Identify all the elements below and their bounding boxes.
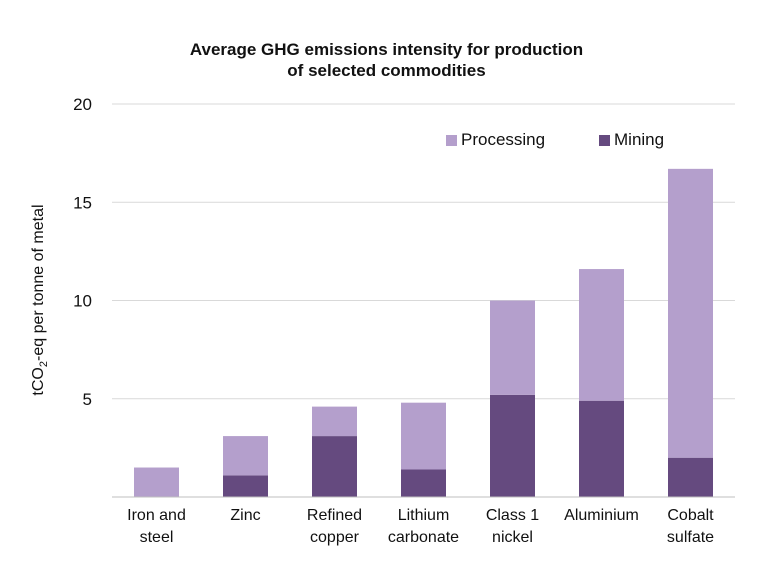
bar-processing <box>668 168 713 458</box>
bar-mining <box>668 457 713 497</box>
legend-item-processing: Processing <box>446 130 545 150</box>
x-tick-label: Cobalt <box>667 507 714 524</box>
bar-processing <box>579 269 624 401</box>
bar-mining <box>490 394 535 497</box>
legend-swatch-processing <box>446 134 457 146</box>
x-tick-label: steel <box>140 529 174 546</box>
x-tick-label: Zinc <box>230 507 260 524</box>
bar-processing <box>312 406 357 437</box>
x-tick-label: Aluminium <box>564 507 639 524</box>
x-tick-label: nickel <box>492 529 533 546</box>
chart-title-line-1: Average GHG emissions intensity for prod… <box>189 40 584 59</box>
bar-processing <box>401 402 446 470</box>
legend-item-mining: Mining <box>599 130 664 150</box>
bar-mining <box>312 436 357 497</box>
x-tick-label: sulfate <box>667 529 714 546</box>
legend-label-processing: Processing <box>461 130 546 149</box>
bar-processing <box>490 300 535 395</box>
chart-title-line-2: of selected commodities <box>287 61 486 80</box>
bar-mining <box>579 400 624 497</box>
y-tick-label: 20 <box>73 95 92 114</box>
legend-swatch-mining <box>599 134 610 146</box>
bar-mining <box>401 469 446 497</box>
legend-label-mining: Mining <box>614 130 665 149</box>
x-tick-label: Iron and <box>127 507 186 524</box>
bar-mining <box>223 475 268 497</box>
y-tick-label: 5 <box>83 390 92 409</box>
y-tick-label: 10 <box>73 292 92 311</box>
x-tick-label: carbonate <box>388 529 459 546</box>
x-tick-label: copper <box>310 529 360 546</box>
bar-processing <box>134 467 179 497</box>
x-tick-label: Lithium <box>398 507 450 524</box>
y-tick-label: 15 <box>73 193 92 212</box>
x-tick-label: Class 1 <box>486 507 539 524</box>
x-tick-label: Refined <box>307 507 362 524</box>
bar-processing <box>223 436 268 476</box>
